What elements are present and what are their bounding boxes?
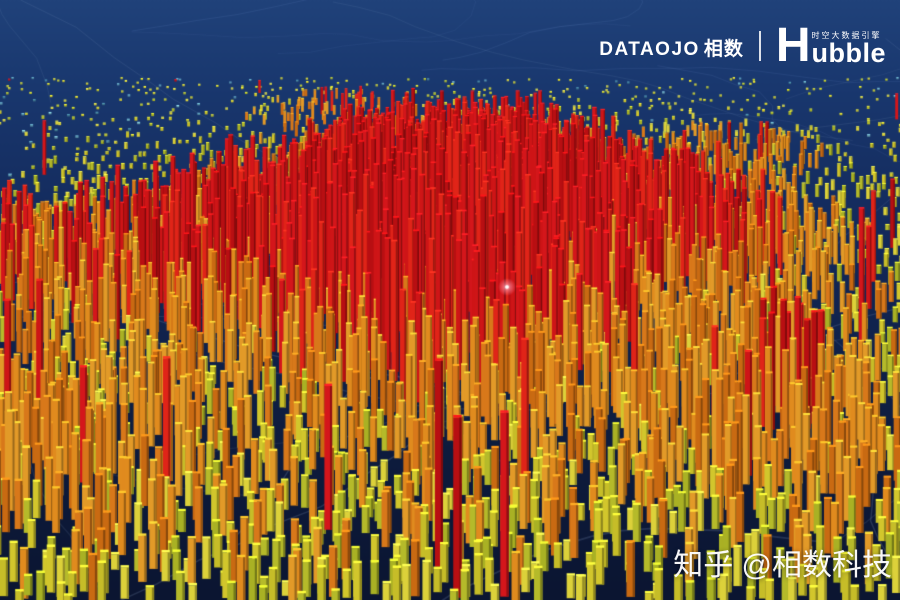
brand-divider — [758, 31, 761, 61]
brand-bar: DATAOJO 相数 H 时空大数据引擎 ubble — [599, 18, 886, 73]
hubble-logo: H 时空大数据引擎 ubble — [775, 19, 886, 73]
hubble-wordmark: ubble — [811, 37, 886, 68]
watermark: 知乎 @相数科技 — [673, 549, 892, 582]
dataojo-wordmark: DATAOJO — [599, 39, 700, 60]
dataojo-cn-label: 相数 — [703, 39, 744, 60]
hubble-initial: H — [775, 19, 811, 73]
hubble-tagline: 时空大数据引擎 — [811, 30, 882, 40]
dataojo-logo: DATAOJO 相数 — [599, 40, 744, 64]
